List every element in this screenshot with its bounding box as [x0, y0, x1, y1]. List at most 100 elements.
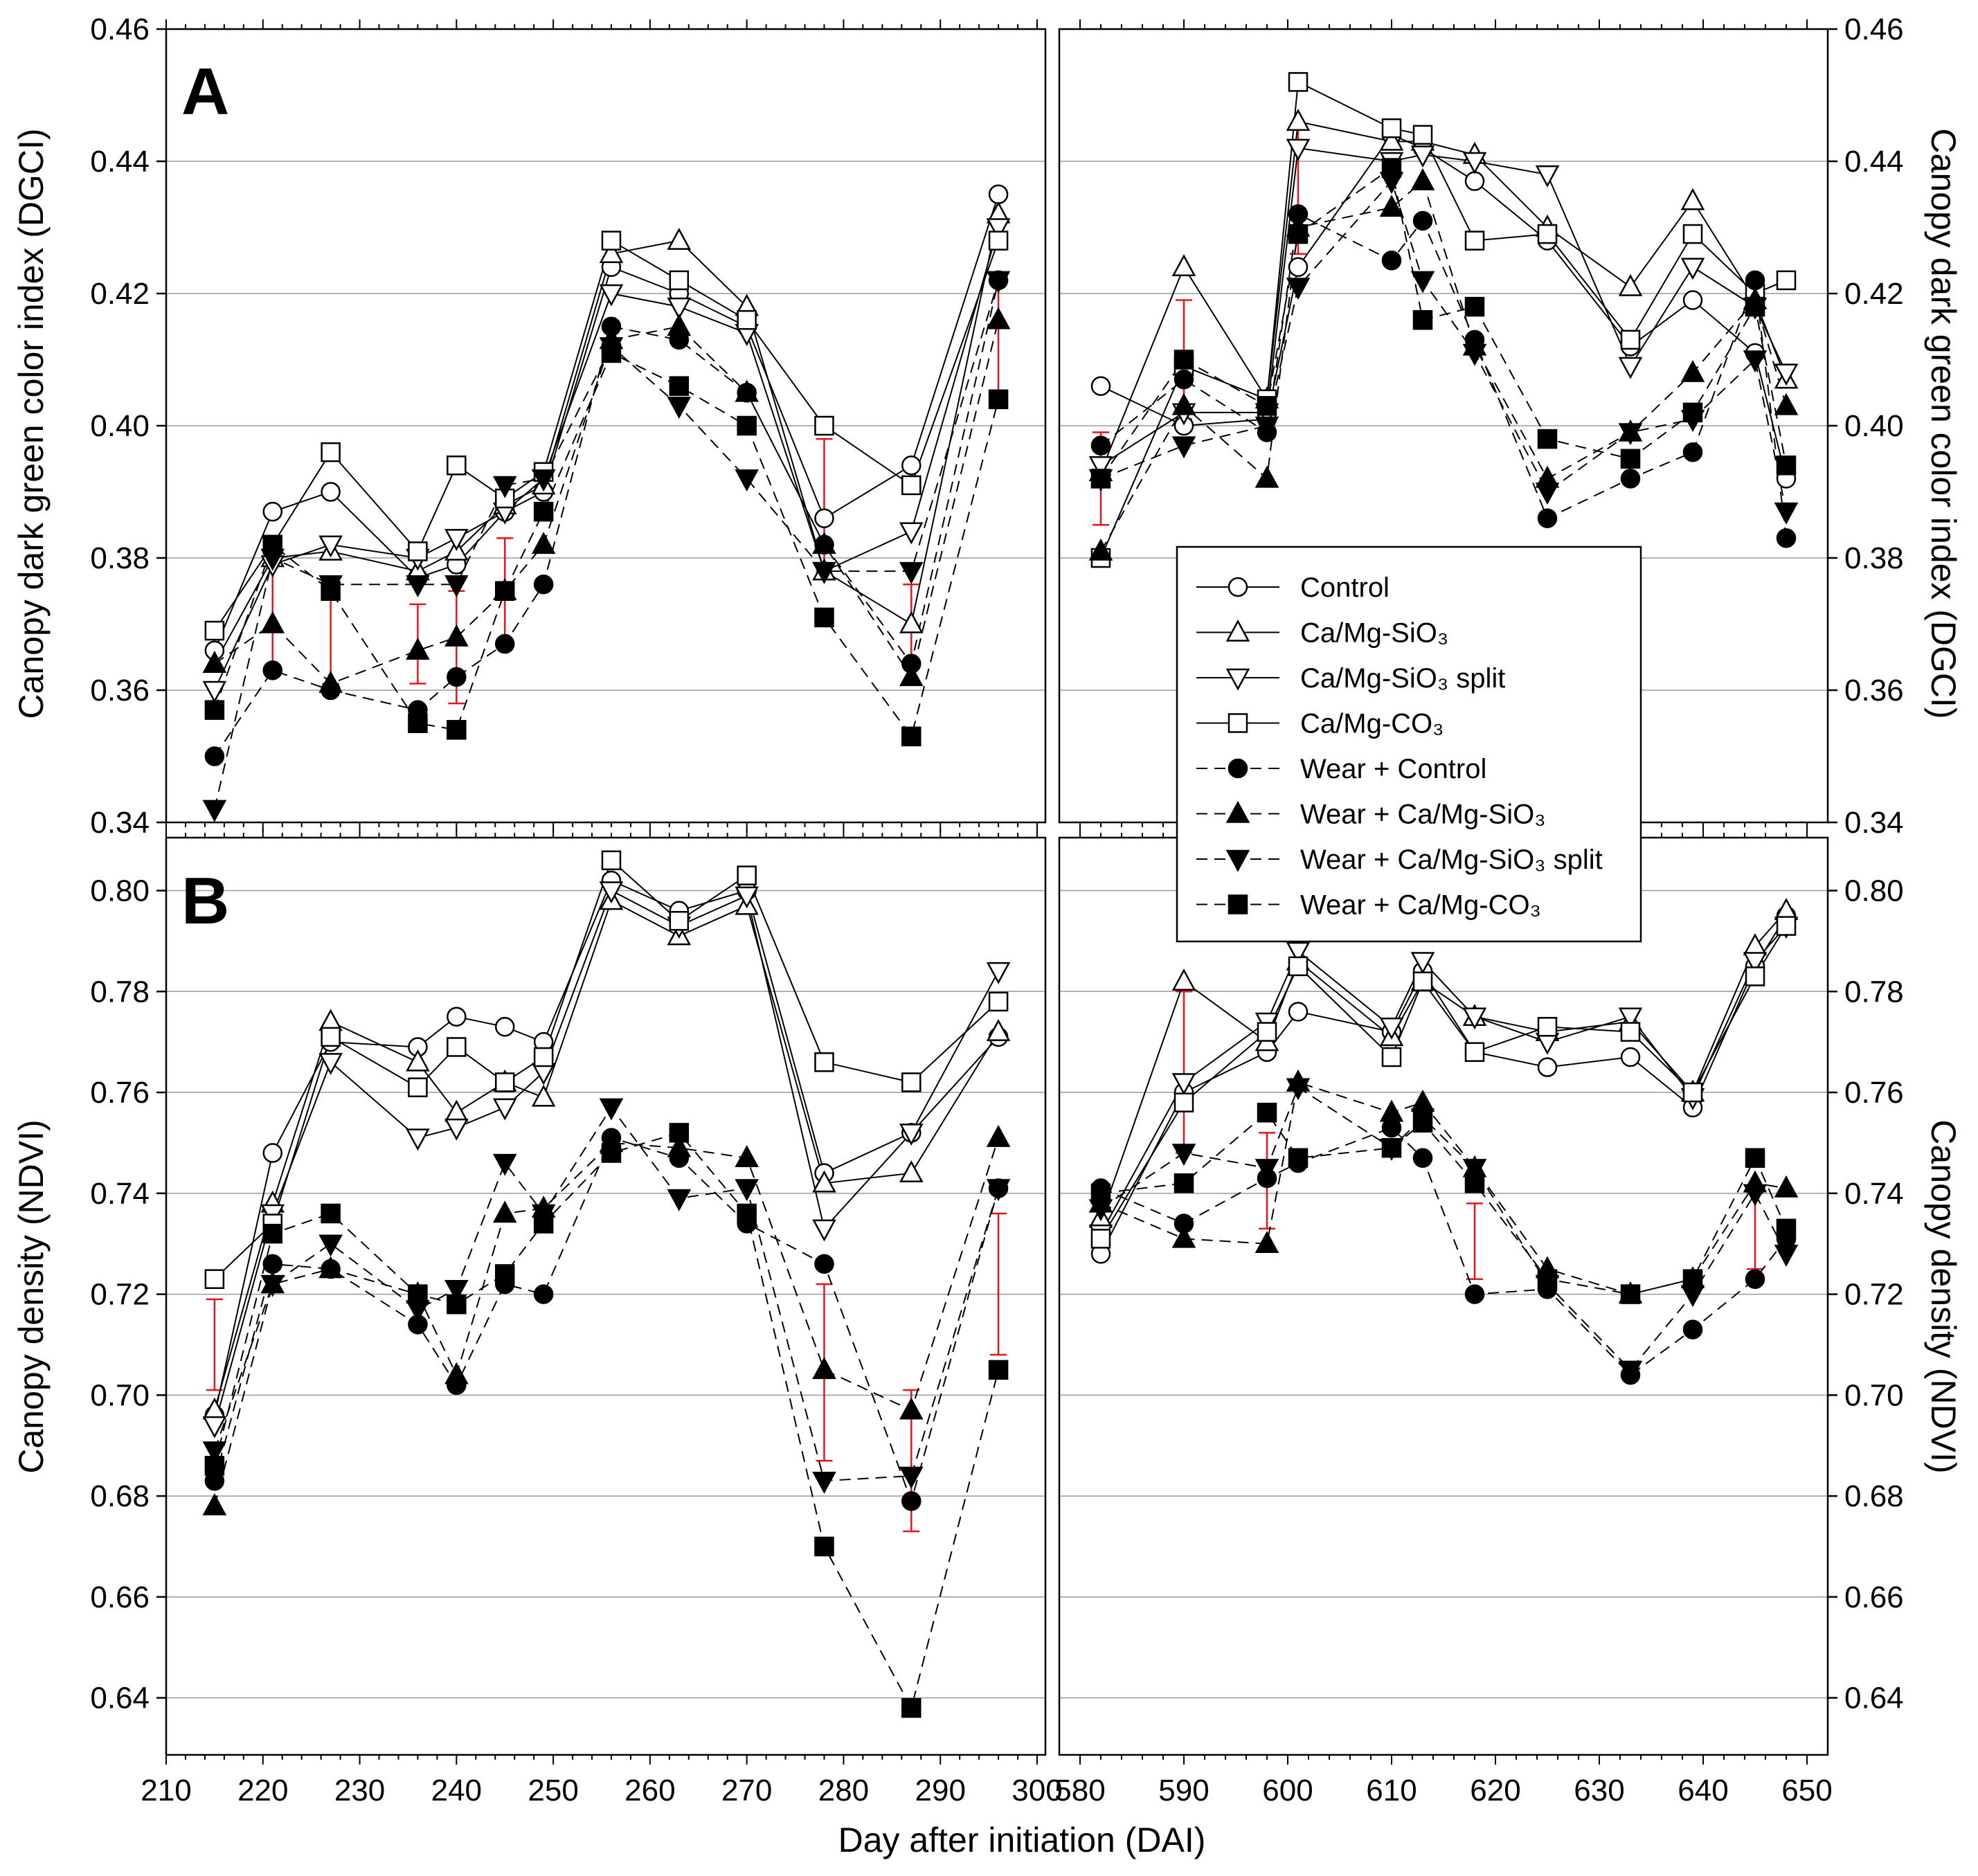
panel-b-point-sp: [1410, 952, 1435, 975]
legend-marker-wc: [1228, 758, 1248, 779]
panel-a-point-wco: [1412, 309, 1433, 330]
panel-a-point-co: [1412, 125, 1433, 145]
panel-b-y-tick-label-right: 0.66: [1844, 1580, 1904, 1614]
legend-label-s: Ca/Mg-SiO₃: [1300, 618, 1448, 649]
panel-a-point-ws: [986, 307, 1011, 330]
panel-a-point-ws: [899, 664, 924, 687]
x-tick-label-right: 580: [1054, 1774, 1105, 1807]
x-tick-label-left: 300: [1012, 1774, 1062, 1807]
panel-a-point-c: [1464, 171, 1485, 191]
panel-a-series-line-co: [1100, 80, 1787, 559]
panel-b-point-sp: [202, 1416, 227, 1438]
x-tick-label-right: 610: [1366, 1774, 1417, 1807]
panel-a-point-c: [1090, 376, 1111, 396]
x-tick-label-right: 590: [1158, 1774, 1209, 1807]
panel-a-point-s: [899, 611, 924, 633]
panel-b-point-c: [1288, 1002, 1309, 1022]
panel-a-point-wsp: [492, 476, 517, 498]
panel-b-point-sp: [492, 1098, 517, 1121]
panel-a-series-line-ws: [214, 319, 1000, 685]
panel-b-point-wco: [814, 1536, 834, 1557]
panel-b-point-wco: [1412, 1112, 1433, 1133]
panel-a-point-wc: [1745, 270, 1765, 291]
panel-b-series-line-wsp: [1100, 1086, 1787, 1371]
panel-a-point-wco: [988, 389, 1009, 410]
x-tick-label-right: 640: [1678, 1774, 1728, 1807]
panel-a-point-wsp: [1255, 416, 1279, 439]
panel-a-point-co: [901, 475, 921, 496]
panel-b-point-wsp: [599, 1098, 624, 1121]
panel-b-point-wco: [1776, 1218, 1797, 1239]
panel-a-point-sp: [444, 529, 469, 551]
panel-b-point-wco: [447, 1294, 467, 1315]
panel-b-point-c: [262, 1143, 283, 1163]
panel-b-y-tick-label-right: 0.70: [1844, 1378, 1904, 1412]
panel-b-point-sp: [406, 1128, 430, 1151]
panel-b-point-co: [737, 865, 757, 885]
panel-a-point-s: [1171, 254, 1196, 277]
panel-b-right-frame: [1058, 836, 1829, 1756]
panel-a-point-c: [321, 482, 341, 502]
panel-b-point-wsp: [444, 1280, 469, 1302]
legend-label-wc: Wear + Control: [1300, 754, 1486, 784]
panel-b-point-ws: [735, 1145, 759, 1168]
panel-b-series-line-co: [1100, 925, 1787, 1239]
panel-a-y-tick-label-right: 0.46: [1844, 12, 1904, 46]
panel-a-point-ws: [735, 379, 759, 402]
panel-a-series-line-co: [214, 240, 1000, 631]
legend-marker-wsp: [1225, 849, 1250, 872]
x-tick-label-left: 280: [818, 1774, 869, 1807]
panel-b-point-wco: [1090, 1183, 1111, 1204]
panel-b-point-co: [1464, 1042, 1485, 1062]
panel-b-point-wsp: [260, 1274, 285, 1297]
x-tick-label-left: 250: [528, 1774, 578, 1807]
panel-b-point-sp: [1379, 1018, 1404, 1040]
panel-a-point-s: [667, 227, 692, 250]
panel-a-point-co: [601, 231, 622, 251]
panel-b-point-wsp: [1171, 1144, 1196, 1166]
panel-b-y-axis-title-right: Canopy density (NDVI): [1924, 1119, 1963, 1473]
panel-b-point-ws: [444, 1362, 469, 1385]
panel-a-point-ws: [444, 624, 469, 647]
panel-b-point-co: [533, 1047, 554, 1067]
panel-a-point-wsp: [406, 575, 430, 597]
x-tick-label-left: 270: [721, 1774, 772, 1807]
panel-a-point-wco: [1090, 469, 1111, 489]
legend-label-co: Ca/Mg-CO₃: [1300, 709, 1444, 739]
panel-b-point-sp: [1171, 1073, 1196, 1096]
panel-b-point-co: [901, 1072, 921, 1092]
panel-b-point-wco: [669, 1123, 690, 1143]
panel-a-point-wco: [408, 713, 428, 733]
panel-b-y-tick-label-left: 0.72: [90, 1278, 150, 1312]
panel-b-point-co: [814, 1052, 834, 1072]
panel-b-point-wsp: [899, 1466, 924, 1489]
panel-b-point-wc: [1745, 1269, 1765, 1289]
panel-b-point-c: [1537, 1057, 1558, 1077]
panel-a-point-wco: [669, 376, 690, 396]
panel-b-point-sp: [444, 1118, 469, 1141]
panel-b-series-line-wc: [1100, 1126, 1787, 1376]
panel-b-point-wco: [988, 1360, 1009, 1380]
panel-a-point-ws: [531, 532, 556, 554]
panel-b-point-co: [1257, 1022, 1277, 1042]
panel-a-point-ws: [1088, 538, 1113, 561]
panel-a-point-wco: [1464, 296, 1485, 317]
panel-a-y-tick-label-right: 0.38: [1844, 541, 1904, 575]
panel-a-point-wsp: [1462, 343, 1487, 366]
legend-label-wco: Wear + Ca/Mg-CO₃: [1300, 890, 1541, 921]
panel-b-y-tick-label-right: 0.64: [1844, 1681, 1904, 1715]
panel-a-point-ws: [1680, 359, 1705, 382]
panel-b-point-sp: [812, 1219, 836, 1242]
panel-a-y-tick-label-left: 0.38: [90, 541, 150, 575]
x-tick-label-left: 290: [915, 1774, 966, 1807]
panel-b-point-wsp: [667, 1189, 692, 1211]
panel-b-point-wsp: [1774, 1245, 1799, 1267]
panel-a-point-wco: [814, 607, 834, 628]
panel-a-point-wsp: [986, 271, 1011, 294]
panel-b-point-s: [812, 1170, 836, 1193]
panel-b-y-tick-label-left: 0.66: [90, 1580, 150, 1614]
panel-b-point-ws: [318, 1256, 343, 1279]
panel-a-point-sp: [599, 284, 624, 307]
panel-b-point-wco: [1174, 1173, 1194, 1193]
panel-b-point-wsp: [1286, 1078, 1311, 1101]
